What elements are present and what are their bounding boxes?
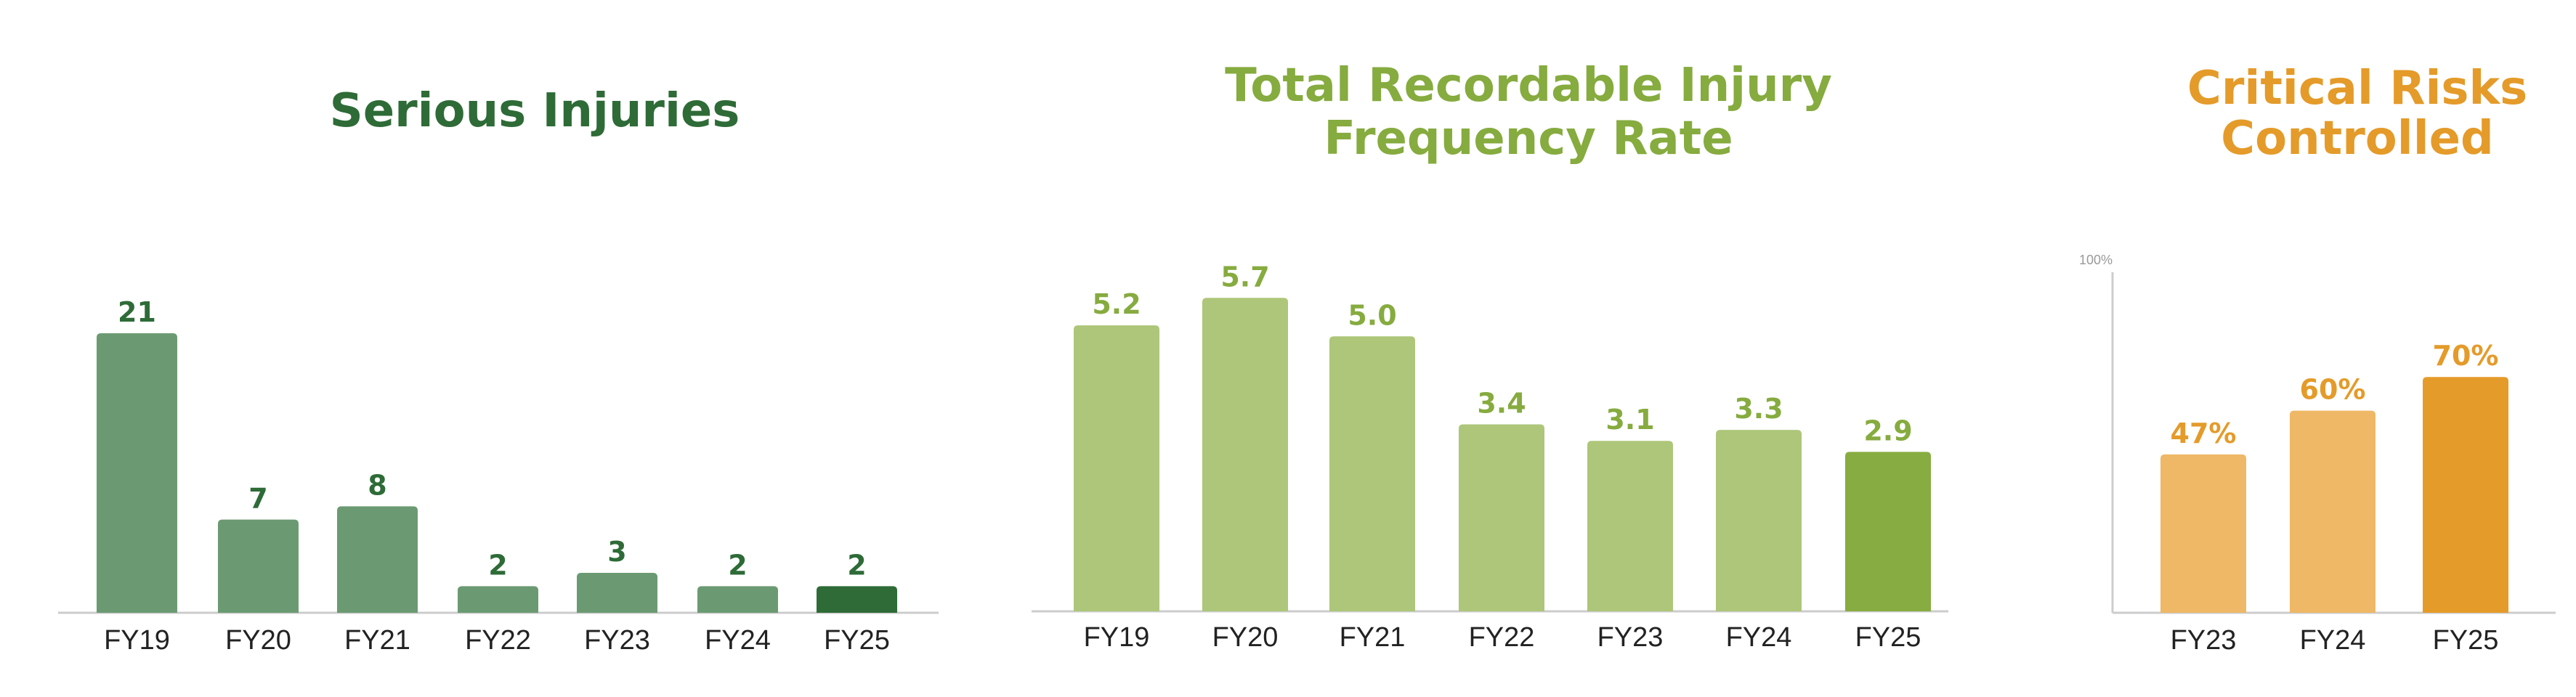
value-label: 8 bbox=[368, 469, 386, 501]
chart-title: Total Recordable Injury bbox=[1225, 59, 1832, 113]
x-tick-label: FY25 bbox=[824, 625, 890, 656]
x-tick-label: FY24 bbox=[705, 625, 771, 656]
y-axis-max-label: 100% bbox=[2079, 253, 2113, 267]
value-label: 3.3 bbox=[1734, 393, 1783, 425]
bar-fy25 bbox=[817, 586, 897, 613]
value-label: 3.1 bbox=[1605, 404, 1654, 436]
value-label: 70% bbox=[2433, 340, 2499, 372]
x-tick-label: FY22 bbox=[465, 625, 531, 656]
bar-fy24 bbox=[2290, 410, 2375, 613]
x-tick-label: FY25 bbox=[1855, 622, 1921, 653]
bar-fy22 bbox=[1459, 424, 1544, 611]
x-tick-label: FY19 bbox=[1084, 622, 1150, 653]
value-label: 2.9 bbox=[1863, 415, 1912, 447]
x-tick-label: FY24 bbox=[2300, 625, 2366, 656]
bar-fy24 bbox=[697, 586, 778, 613]
bar-fy25 bbox=[1845, 452, 1931, 611]
value-label: 3 bbox=[607, 536, 626, 568]
bar-fy20 bbox=[218, 519, 299, 613]
x-tick-label: FY20 bbox=[225, 625, 291, 656]
x-tick-label: FY25 bbox=[2433, 625, 2499, 656]
x-tick-label: FY21 bbox=[1340, 622, 1406, 653]
value-label: 5.0 bbox=[1348, 299, 1396, 331]
x-tick-label: FY23 bbox=[1597, 622, 1664, 653]
value-label: 2 bbox=[728, 549, 747, 581]
value-label: 2 bbox=[488, 549, 507, 581]
x-tick-label: FY23 bbox=[584, 625, 650, 656]
x-tick-label: FY23 bbox=[2171, 625, 2237, 656]
chart-title: Critical Risks bbox=[2187, 62, 2527, 115]
value-label: 60% bbox=[2300, 374, 2366, 406]
bar-fy21 bbox=[1329, 336, 1415, 611]
value-label: 7 bbox=[248, 483, 267, 515]
bar-fy20 bbox=[1202, 298, 1288, 611]
bar-fy23 bbox=[1587, 441, 1673, 611]
x-tick-label: FY20 bbox=[1212, 622, 1279, 653]
bar-fy23 bbox=[2160, 454, 2246, 613]
bar-fy25 bbox=[2423, 377, 2508, 613]
value-label: 2 bbox=[847, 549, 866, 581]
value-label: 5.2 bbox=[1092, 288, 1141, 320]
bar-fy22 bbox=[458, 586, 538, 613]
value-label: 3.4 bbox=[1477, 387, 1526, 419]
x-tick-label: FY21 bbox=[344, 625, 410, 656]
bar-fy19 bbox=[97, 333, 177, 613]
bar-fy23 bbox=[577, 573, 657, 613]
serious-injuries-chart: Serious Injuries 21 FY19 7 FY20 8 FY21 2 FY22 3 FY… bbox=[58, 84, 939, 656]
x-tick-label: FY19 bbox=[104, 625, 170, 656]
bar-fy21 bbox=[337, 506, 418, 613]
value-label: 47% bbox=[2171, 417, 2237, 449]
bar-fy19 bbox=[1074, 325, 1159, 611]
chart-title: Controlled bbox=[2221, 112, 2494, 166]
value-label: 21 bbox=[118, 296, 156, 328]
value-label: 5.7 bbox=[1220, 261, 1269, 293]
x-tick-label: FY24 bbox=[1726, 622, 1792, 653]
x-tick-label: FY22 bbox=[1469, 622, 1535, 653]
chart-title: Serious Injuries bbox=[330, 84, 740, 138]
chart-title: Frequency Rate bbox=[1324, 112, 1733, 166]
bar-fy24 bbox=[1716, 430, 1802, 611]
